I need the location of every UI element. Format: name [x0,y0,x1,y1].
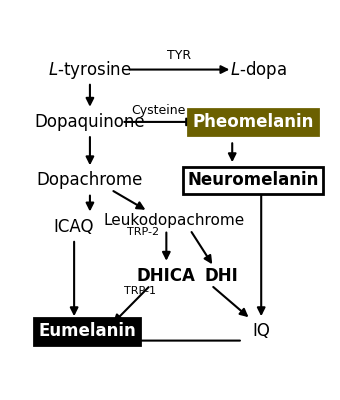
Text: TRP-2: TRP-2 [126,228,159,238]
Text: DHICA: DHICA [137,267,196,285]
Text: Dopaquinone: Dopaquinone [35,113,145,131]
Text: TYR: TYR [168,49,191,62]
Text: Dopachrome: Dopachrome [37,172,143,190]
Text: Cysteine: Cysteine [131,104,186,117]
Text: Pheomelanin: Pheomelanin [193,113,314,131]
Text: $\mathit{L}$-dopa: $\mathit{L}$-dopa [230,58,287,80]
Text: TRP-1: TRP-1 [124,286,156,296]
Text: Neuromelanin: Neuromelanin [188,172,319,190]
Text: $\mathit{L}$-tyrosine: $\mathit{L}$-tyrosine [48,58,132,80]
Text: ICAQ: ICAQ [54,218,95,236]
Text: Eumelanin: Eumelanin [38,322,136,340]
Text: DHI: DHI [205,267,239,285]
Text: IQ: IQ [252,322,270,340]
Text: Leukodopachrome: Leukodopachrome [104,213,245,228]
